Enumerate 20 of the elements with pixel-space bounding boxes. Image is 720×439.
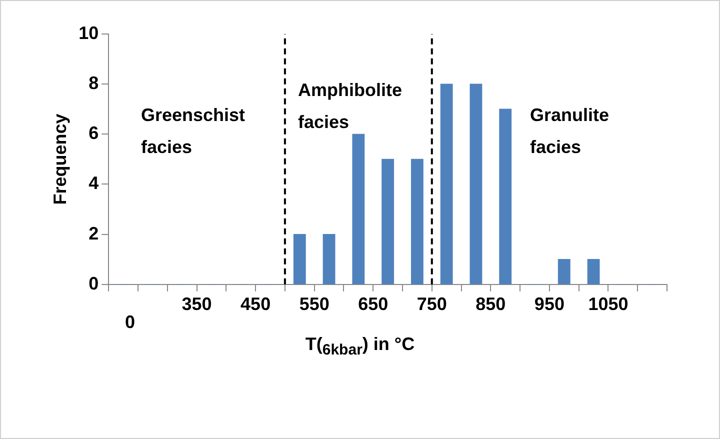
x-tick-label: 450 xyxy=(240,294,271,314)
x-tick-label: 650 xyxy=(358,294,388,314)
x-tick-label: 350 xyxy=(182,294,212,314)
x-tick-label: 950 xyxy=(534,294,564,314)
y-tick-label: 6 xyxy=(88,123,99,144)
annotation: Amphibolite facies xyxy=(298,80,402,132)
y-tick-label: 2 xyxy=(88,223,99,244)
annotation: Greenschist facies xyxy=(141,105,246,157)
y-axis-title: Frequency xyxy=(50,114,70,205)
y-tick-label: 10 xyxy=(78,22,99,43)
y-tick-label: 0 xyxy=(88,273,99,294)
y-tick-label: 4 xyxy=(88,173,99,194)
x-tick-label: 750 xyxy=(416,294,447,314)
x-tick-label: 1050 xyxy=(588,294,628,314)
x-tick-label: 550 xyxy=(299,294,330,314)
x-axis-title: T($_{6kbar}$) in °C xyxy=(304,334,416,359)
annotation: Granulite facies xyxy=(530,105,610,157)
y-tick-label: 8 xyxy=(88,73,99,94)
text: 0 xyxy=(124,312,136,332)
x-tick-label: 850 xyxy=(476,294,506,314)
